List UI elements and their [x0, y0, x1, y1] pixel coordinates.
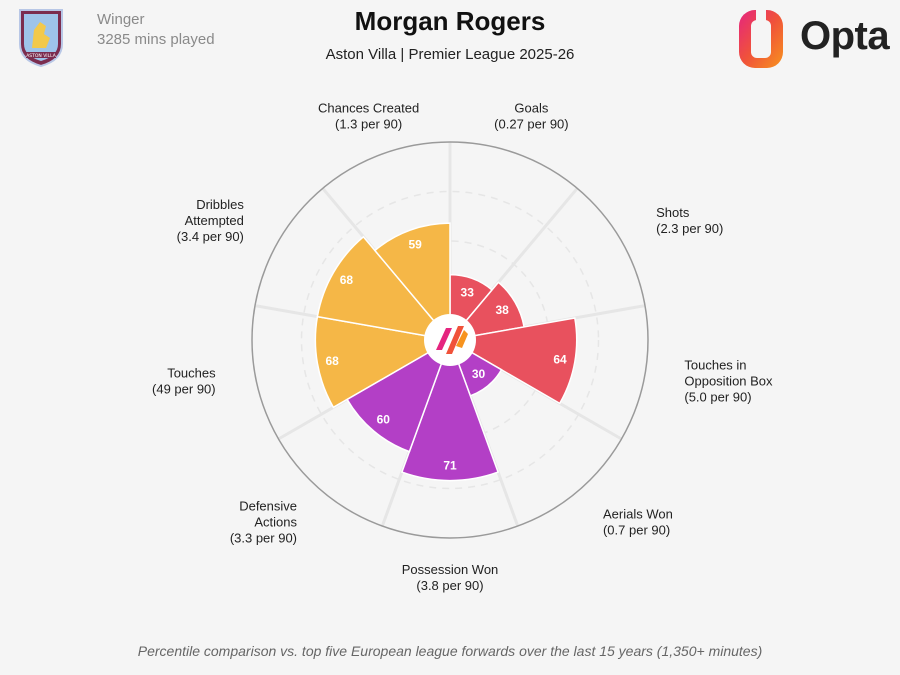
metric-label: Dribbles Attempted (3.4 per 90)	[177, 197, 245, 244]
metric-label: Possession Won (3.8 per 90)	[402, 562, 499, 593]
metric-name: Attempted	[185, 213, 244, 228]
metric-label: Defensive Actions (3.3 per 90)	[230, 498, 298, 545]
metric-per90: (0.7 per 90)	[603, 522, 670, 537]
metric-per90: (2.3 per 90)	[656, 221, 723, 236]
percentile-value: 68	[325, 354, 339, 368]
opta-logo-icon	[739, 8, 783, 68]
metric-name: Defensive	[239, 498, 297, 513]
radar-bar-dribbles-attempted	[316, 235, 452, 342]
percentile-value: 60	[377, 413, 391, 427]
radar-bar-touches	[314, 315, 453, 409]
metric-name: Aerials Won	[603, 506, 673, 521]
outer-ring	[251, 141, 649, 539]
metric-per90: (5.0 per 90)	[684, 389, 751, 404]
grid-ring	[300, 190, 600, 490]
metric-name: Shots	[656, 205, 690, 220]
player-meta: Winger 3285 mins played	[97, 10, 215, 50]
metric-label: Touches (49 per 90)	[152, 365, 216, 396]
percentile-value: 38	[495, 303, 509, 317]
metric-label: Touches in Opposition Box (5.0 per 90)	[684, 357, 773, 404]
metric-per90: (3.3 per 90)	[230, 530, 297, 545]
club-badge-icon: ASTON VILLA	[19, 9, 63, 68]
metric-name: Touches in	[684, 357, 746, 372]
percentile-value: 68	[340, 273, 354, 287]
metric-name: Opposition Box	[684, 373, 773, 388]
metric-label: Goals (0.27 per 90)	[494, 100, 568, 131]
percentile-value: 30	[472, 367, 486, 381]
percentile-labels: 33 38 64 30 71 60 68 68 59	[325, 237, 567, 472]
metric-name: Actions	[254, 514, 297, 529]
metric-per90: (49 per 90)	[152, 381, 216, 396]
metric-name: Chances Created	[318, 100, 419, 115]
metric-label: Shots (2.3 per 90)	[656, 205, 723, 236]
metric-name: Goals	[514, 100, 548, 115]
metric-per90: (3.4 per 90)	[177, 229, 244, 244]
percentile-value: 59	[408, 237, 422, 251]
player-position: Winger	[97, 11, 145, 28]
metric-label: Chances Created (1.3 per 90)	[318, 100, 419, 131]
brand-wordmark: Opta	[800, 14, 890, 58]
percentile-value: 64	[553, 352, 567, 366]
metric-labels: Goals (0.27 per 90) Shots (2.3 per 90) Touch…	[152, 100, 773, 593]
radar-bar-possession-won	[400, 337, 500, 482]
radar-bar-chances-created	[373, 222, 451, 343]
metric-name: Dribbles	[196, 197, 244, 212]
percentile-value: 71	[443, 459, 457, 473]
player-minutes: 3285 mins played	[97, 31, 215, 48]
metric-name: Touches	[167, 365, 216, 380]
metric-label: Aerials Won (0.7 per 90)	[603, 506, 673, 537]
player-name: Morgan Rogers	[354, 6, 546, 36]
percentile-value: 33	[461, 286, 475, 300]
badge-text: ASTON VILLA	[26, 53, 57, 59]
metric-per90: (0.27 per 90)	[494, 116, 568, 131]
subtitle: Aston Villa | Premier League 2025-26	[325, 46, 575, 63]
radar-bar-touches-in-opposition-box	[447, 317, 578, 405]
metric-per90: (3.8 per 90)	[416, 578, 483, 593]
metric-per90: (1.3 per 90)	[335, 116, 402, 131]
metric-name: Possession Won	[402, 562, 499, 577]
radar-bar-defensive-actions	[346, 338, 452, 453]
radar-bars	[314, 222, 578, 482]
center-logo-icon	[424, 314, 476, 366]
footnote: Percentile comparison vs. top five Europ…	[137, 643, 763, 659]
